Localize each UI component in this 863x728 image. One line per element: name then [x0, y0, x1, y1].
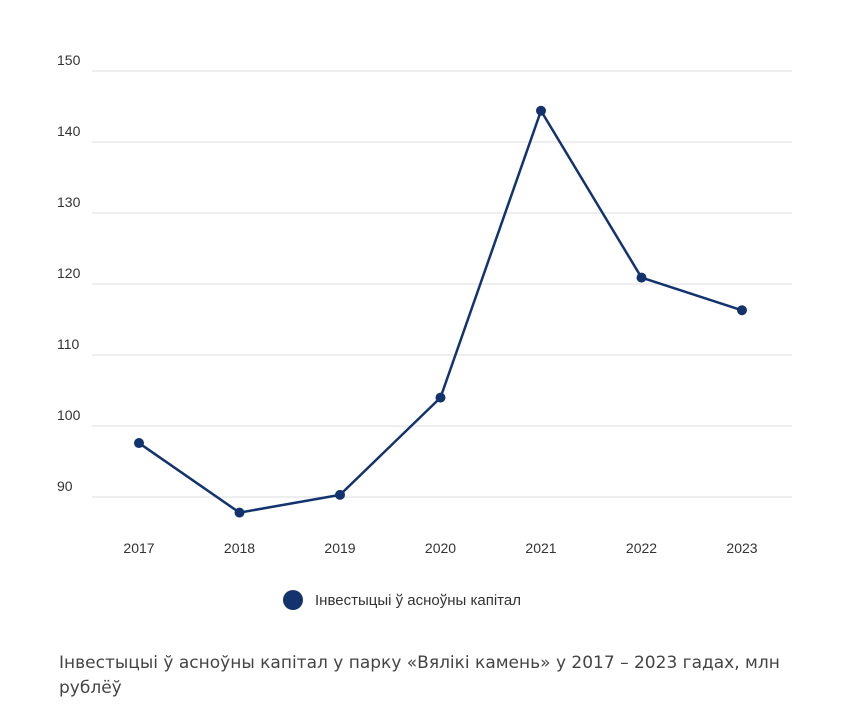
x-tick-label: 2018: [224, 540, 255, 556]
circle-marker-icon: [283, 590, 303, 610]
data-point-2017[interactable]: [134, 438, 144, 449]
y-tick-label: 110: [57, 336, 80, 352]
y-tick-label: 150: [57, 52, 81, 68]
data-point-2023[interactable]: [737, 305, 747, 316]
y-axis-ticks: 90 100 110 120 130 140 150: [57, 52, 81, 494]
y-tick-label: 100: [57, 407, 81, 423]
series-investments: [134, 105, 747, 518]
y-tick-label: 140: [57, 123, 81, 139]
legend-label: Інвестыцыі ў асноўны капітал: [315, 591, 521, 609]
grid-lines: [92, 70, 792, 498]
y-tick-label: 130: [57, 194, 81, 210]
y-tick-label: 90: [57, 478, 73, 494]
x-tick-label: 2017: [123, 540, 154, 556]
x-tick-label: 2022: [626, 540, 657, 556]
y-tick-label: 120: [57, 265, 81, 281]
data-point-2019[interactable]: [335, 489, 345, 500]
chart-caption: Інвестыцыі ў асноўны капітал у парку «Вя…: [59, 653, 780, 698]
x-tick-label: 2023: [726, 540, 757, 556]
x-axis-ticks: 2017 2018 2019 2020 2021 2022 2023: [123, 540, 757, 556]
data-point-2018[interactable]: [234, 507, 245, 518]
x-tick-label: 2019: [324, 540, 355, 556]
data-point-2021[interactable]: [536, 105, 546, 116]
x-tick-label: 2021: [525, 540, 556, 556]
line-chart: 90 100 110 120 130 140 150 2017 2018 2019 2020 202…: [57, 52, 792, 556]
data-point-2020[interactable]: [435, 392, 446, 403]
series-line: [138, 109, 743, 514]
legend: Інвестыцыі ў асноўны капітал: [283, 589, 521, 611]
x-tick-label: 2020: [425, 540, 456, 556]
data-point-2022[interactable]: [636, 272, 647, 283]
